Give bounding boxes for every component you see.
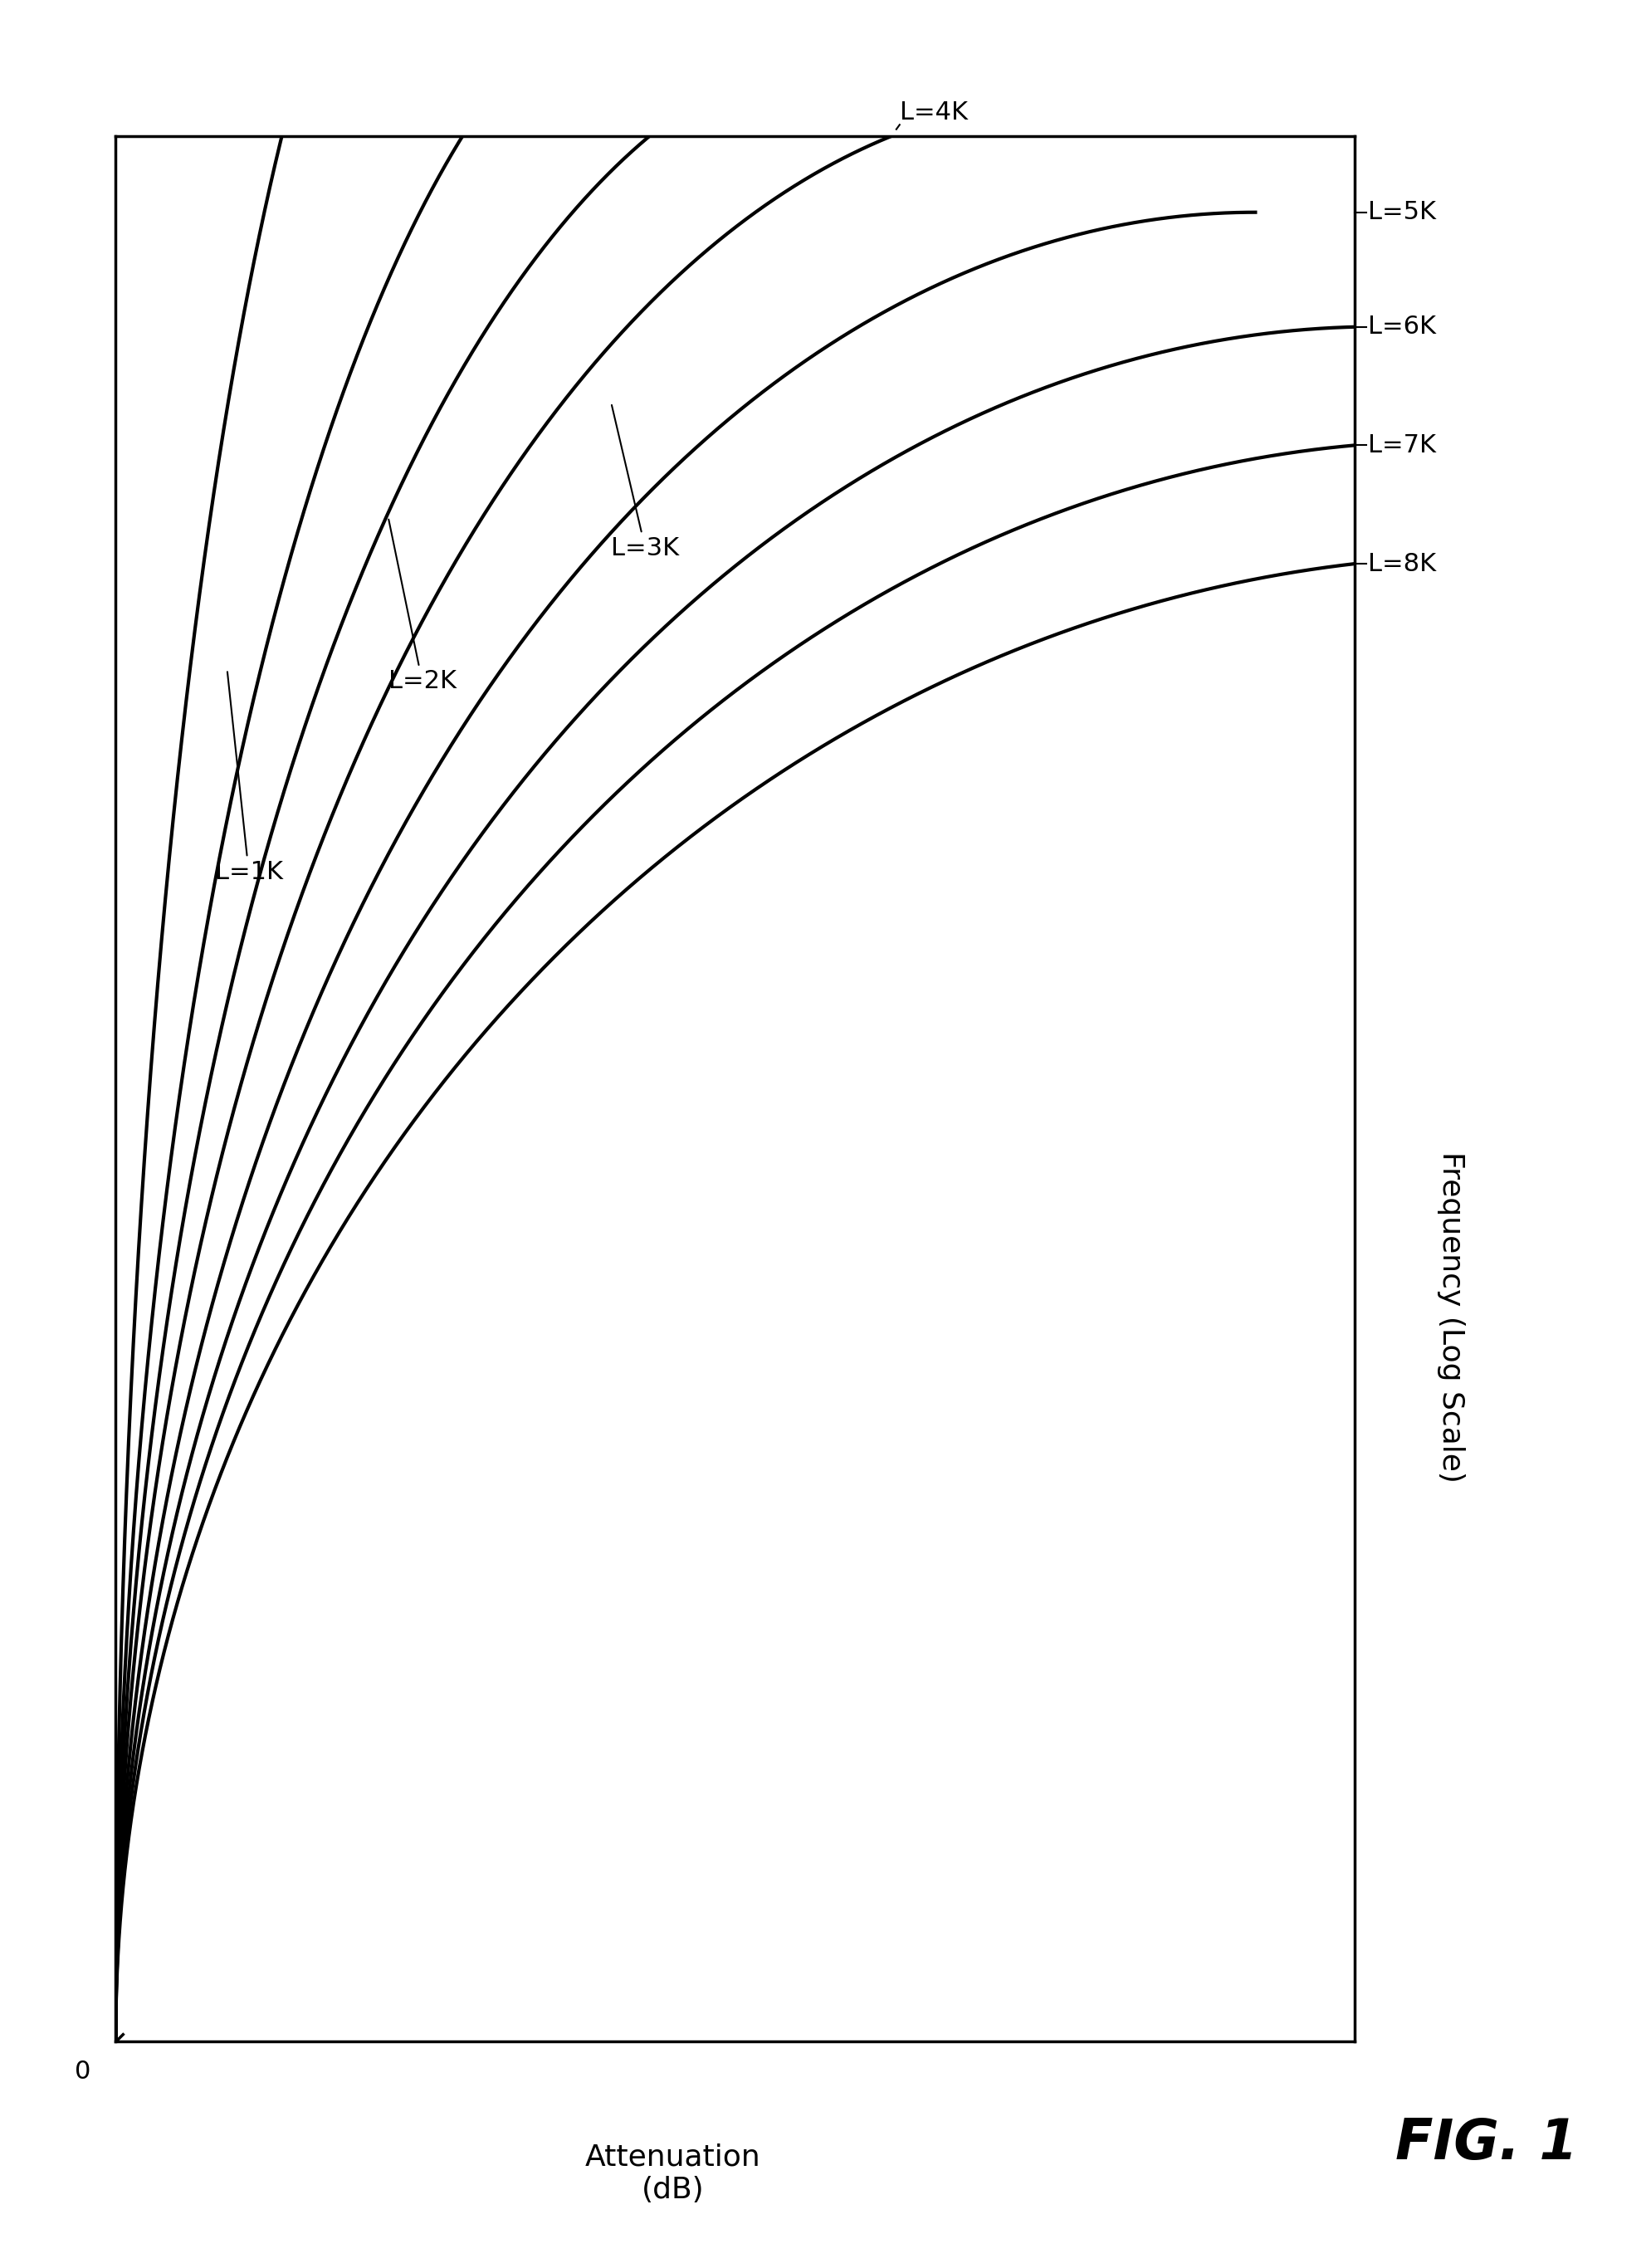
Text: L=4K: L=4K — [900, 100, 967, 125]
Text: L=1K: L=1K — [215, 671, 282, 885]
Text: L=2K: L=2K — [388, 519, 456, 694]
Text: Frequency (Log Scale): Frequency (Log Scale) — [1436, 1152, 1464, 1483]
Text: L=6K: L=6K — [1367, 315, 1435, 338]
Text: L=7K: L=7K — [1367, 433, 1435, 458]
Text: 0: 0 — [74, 2059, 91, 2084]
Text: L=5K: L=5K — [1367, 200, 1435, 225]
Text: Attenuation
(dB): Attenuation (dB) — [584, 2143, 761, 2204]
Text: FIG. 1: FIG. 1 — [1395, 2116, 1577, 2170]
Text: L=8K: L=8K — [1367, 551, 1435, 576]
Text: L=3K: L=3K — [611, 406, 679, 560]
